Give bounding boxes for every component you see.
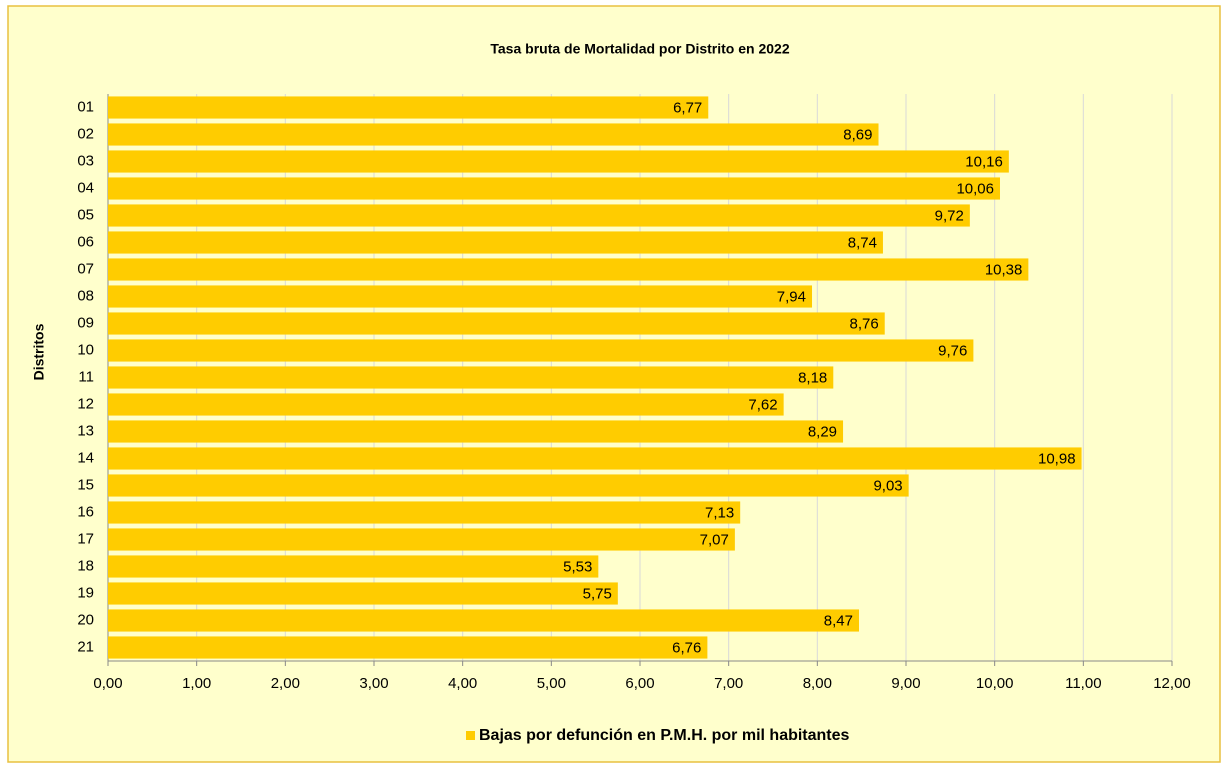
data-label: 8,69	[843, 126, 872, 143]
y-tick-label: 03	[77, 152, 94, 169]
bar	[108, 123, 879, 146]
y-tick-label: 14	[77, 449, 94, 466]
x-tick-label: 5,00	[537, 675, 566, 692]
bar	[108, 312, 885, 335]
x-tick-label: 6,00	[625, 675, 654, 692]
y-tick-label: 01	[77, 98, 94, 115]
data-label: 5,53	[563, 558, 592, 575]
bar	[108, 150, 1009, 173]
y-tick-label: 09	[77, 314, 94, 331]
data-label: 9,03	[873, 477, 902, 494]
x-tick-label: 7,00	[714, 675, 743, 692]
y-tick-label: 04	[77, 179, 94, 196]
x-tick-label: 3,00	[359, 675, 388, 692]
x-tick-label: 4,00	[448, 675, 477, 692]
bar	[108, 177, 1000, 200]
bar	[108, 582, 618, 605]
bar	[108, 366, 834, 389]
data-label: 8,76	[850, 315, 879, 332]
x-tick-label: 11,00	[1065, 675, 1101, 692]
y-tick-label: 02	[77, 125, 94, 142]
data-label: 8,29	[808, 423, 837, 440]
y-tick-label: 18	[77, 557, 94, 574]
y-tick-label: 15	[77, 476, 94, 493]
y-tick-label: 08	[77, 287, 94, 304]
bar	[108, 555, 599, 578]
bar	[108, 474, 909, 497]
x-tick-label: 0,00	[93, 675, 122, 692]
data-label: 8,74	[848, 234, 877, 251]
data-label: 5,75	[583, 585, 612, 602]
y-tick-label: 17	[77, 530, 94, 547]
y-tick-label: 19	[77, 584, 94, 601]
x-tick-label: 1,00	[182, 675, 211, 692]
chart-title: Tasa bruta de Mortalidad por Distrito en…	[490, 41, 789, 57]
x-tick-label: 2,00	[271, 675, 300, 692]
y-tick-label: 05	[77, 206, 94, 223]
data-label: 7,13	[705, 504, 734, 521]
data-label: 7,07	[700, 531, 729, 548]
bar	[108, 258, 1029, 281]
y-tick-label: 21	[77, 638, 94, 655]
y-tick-label: 10	[77, 341, 94, 358]
legend-swatch	[466, 731, 475, 740]
data-label: 9,72	[935, 207, 964, 224]
y-tick-label: 06	[77, 233, 94, 250]
legend-label: Bajas por defunción en P.M.H. por mil ha…	[479, 727, 850, 744]
data-label: 10,38	[985, 261, 1023, 278]
bar	[108, 420, 844, 443]
y-tick-label: 11	[78, 368, 94, 385]
data-label: 7,94	[777, 288, 806, 305]
x-tick-label: 10,00	[976, 675, 1014, 692]
bar	[108, 204, 970, 227]
bar	[108, 528, 735, 551]
y-tick-label: 16	[77, 503, 94, 520]
y-tick-label: 20	[77, 611, 94, 628]
x-tick-label: 8,00	[803, 675, 832, 692]
y-tick-label: 07	[77, 260, 94, 277]
bar	[108, 393, 784, 416]
bar	[108, 285, 813, 308]
data-label: 7,62	[748, 396, 777, 413]
bar	[108, 501, 741, 524]
bar	[108, 636, 708, 659]
data-label: 10,06	[956, 180, 994, 197]
bar	[108, 96, 709, 119]
data-label: 6,77	[673, 99, 702, 116]
y-axis-title: Distritos	[31, 323, 47, 380]
bar	[108, 231, 883, 254]
x-tick-label: 12,00	[1153, 675, 1191, 692]
x-tick-label: 9,00	[891, 675, 920, 692]
data-label: 10,16	[965, 153, 1003, 170]
data-label: 8,47	[824, 612, 853, 629]
bar	[108, 609, 860, 632]
y-tick-label: 13	[77, 422, 94, 439]
y-tick-label: 12	[77, 395, 94, 412]
data-label: 6,76	[672, 639, 701, 656]
data-label: 10,98	[1038, 450, 1076, 467]
data-label: 8,18	[798, 369, 827, 386]
bar	[108, 339, 974, 362]
bar	[108, 447, 1082, 470]
data-label: 9,76	[938, 342, 967, 359]
